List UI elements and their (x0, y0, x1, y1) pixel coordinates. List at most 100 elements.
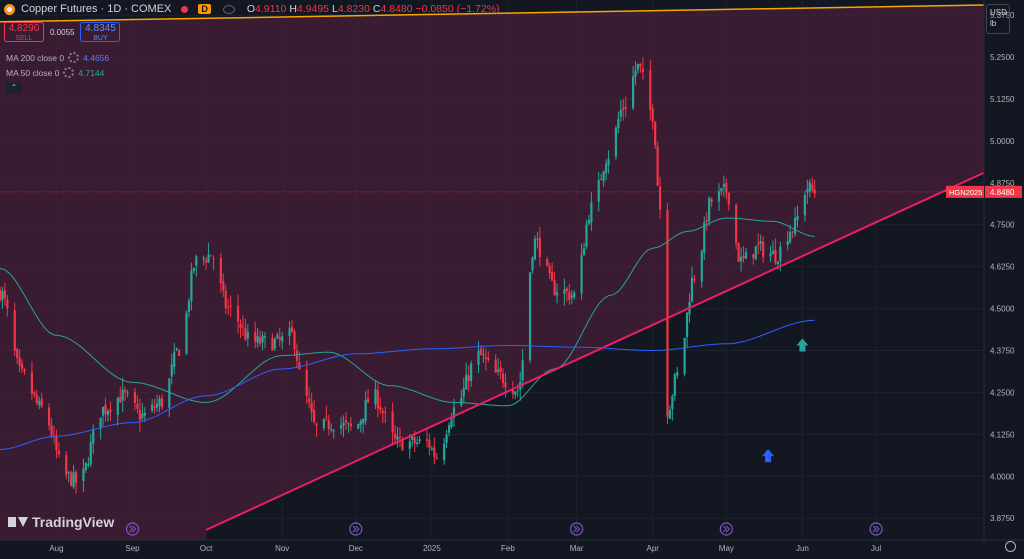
x-tick-label: Jun (796, 544, 809, 553)
candle-body (67, 472, 70, 474)
event-icons[interactable] (125, 522, 883, 536)
candle-body (143, 412, 146, 416)
y-tick-label: 4.3750 (990, 346, 1015, 355)
y-tick-label: 4.8750 (990, 179, 1015, 188)
buy-button[interactable]: 4.8345 BUY (80, 22, 121, 42)
candle-body (470, 363, 473, 381)
candle-body (776, 261, 779, 265)
settings-icon[interactable] (1005, 541, 1016, 552)
candle-body (443, 443, 446, 461)
candle-body (641, 68, 645, 73)
spread-value: 0.0055 (50, 27, 75, 37)
candle-body (153, 406, 156, 408)
candle-body (759, 241, 762, 244)
candle-body (774, 249, 777, 263)
tradingview-logo: TradingView (8, 514, 114, 530)
event-icon[interactable] (125, 522, 140, 536)
candle-body (295, 350, 299, 361)
lower-trendline[interactable] (205, 171, 985, 531)
event-icon[interactable] (869, 522, 883, 536)
candle-body (624, 107, 627, 109)
candle-body (160, 397, 164, 408)
candle-body (705, 220, 708, 223)
candle-body (786, 241, 789, 245)
candle-body (278, 337, 281, 340)
candle-body (74, 471, 78, 484)
candle-body (13, 310, 16, 351)
upper-trendline[interactable] (0, 4, 985, 23)
candle-body (244, 328, 247, 340)
candle-body (141, 413, 144, 419)
candle-body (484, 357, 487, 359)
delayed-badge[interactable]: D (198, 4, 211, 14)
candle-body (614, 127, 618, 157)
candle-body (487, 357, 490, 360)
candle-body (666, 209, 669, 417)
collapse-legend-button[interactable]: ⌃ (6, 82, 22, 94)
ma200-legend[interactable]: MA 200 close 0 4.4656 (6, 52, 110, 63)
candle-body (168, 378, 171, 408)
candle-body (239, 323, 242, 328)
eye-icon[interactable] (222, 4, 235, 14)
candle-body (227, 307, 230, 309)
candle-body (762, 241, 765, 257)
price-axis-bg[interactable] (984, 0, 1024, 559)
candle-body (744, 252, 748, 259)
candle-body (187, 300, 191, 312)
candle-body (739, 257, 743, 262)
candle-body (185, 312, 188, 354)
candle-body (398, 436, 402, 438)
candle-body (124, 389, 127, 393)
candle-body (435, 457, 438, 459)
currency-unit-selector[interactable]: USD lb (986, 4, 1010, 34)
candle-body (656, 146, 659, 186)
candle-body (710, 199, 713, 203)
gear-icon[interactable] (68, 52, 80, 63)
candle-body (477, 350, 480, 365)
shaded-trend-zone (0, 5, 984, 540)
symbol-title[interactable]: Copper Futures · 1D · COMEX (21, 3, 172, 15)
candle-body (479, 348, 483, 356)
candle-body (708, 197, 711, 222)
candle-body (779, 246, 782, 262)
candle-body (6, 299, 9, 309)
gear-icon[interactable] (63, 67, 75, 78)
candle-body (173, 351, 176, 367)
ma200-line (0, 319, 815, 450)
candle-body (570, 295, 573, 298)
candle-body (104, 404, 107, 414)
candle-body (720, 187, 723, 192)
event-icon[interactable] (349, 522, 363, 536)
candle-body (737, 243, 740, 262)
candle-body (222, 281, 225, 291)
x-tick-label: Dec (349, 544, 363, 553)
ma50-legend[interactable]: MA 50 close 0 4.7144 (6, 67, 105, 78)
chevron-right-icon (573, 525, 581, 533)
x-tick-label: Mar (570, 544, 584, 553)
candle-body (511, 388, 514, 394)
candle-body (771, 250, 775, 255)
candle-body (57, 450, 60, 455)
sell-button[interactable]: 4.8290 SELL (4, 22, 44, 42)
candle-body (499, 367, 502, 373)
copper-symbol-icon (4, 3, 15, 15)
event-icon[interactable] (719, 522, 733, 536)
up-arrow-icon (762, 449, 775, 463)
candle-body (654, 121, 657, 146)
candle-body (465, 374, 468, 390)
candle-body (700, 250, 703, 282)
candle-body (725, 182, 728, 193)
y-tick-label: 4.5000 (990, 305, 1015, 314)
candle-body (727, 192, 730, 205)
event-icon[interactable] (570, 522, 584, 536)
candle-body (408, 441, 411, 449)
candle-body (158, 398, 161, 406)
tradingview-icon (8, 517, 28, 527)
x-tick-label: May (719, 544, 734, 553)
candle-body (622, 107, 625, 110)
candle-body (55, 435, 58, 451)
candle-body (190, 270, 193, 302)
candle-body (3, 290, 7, 299)
candle-body (236, 305, 240, 322)
